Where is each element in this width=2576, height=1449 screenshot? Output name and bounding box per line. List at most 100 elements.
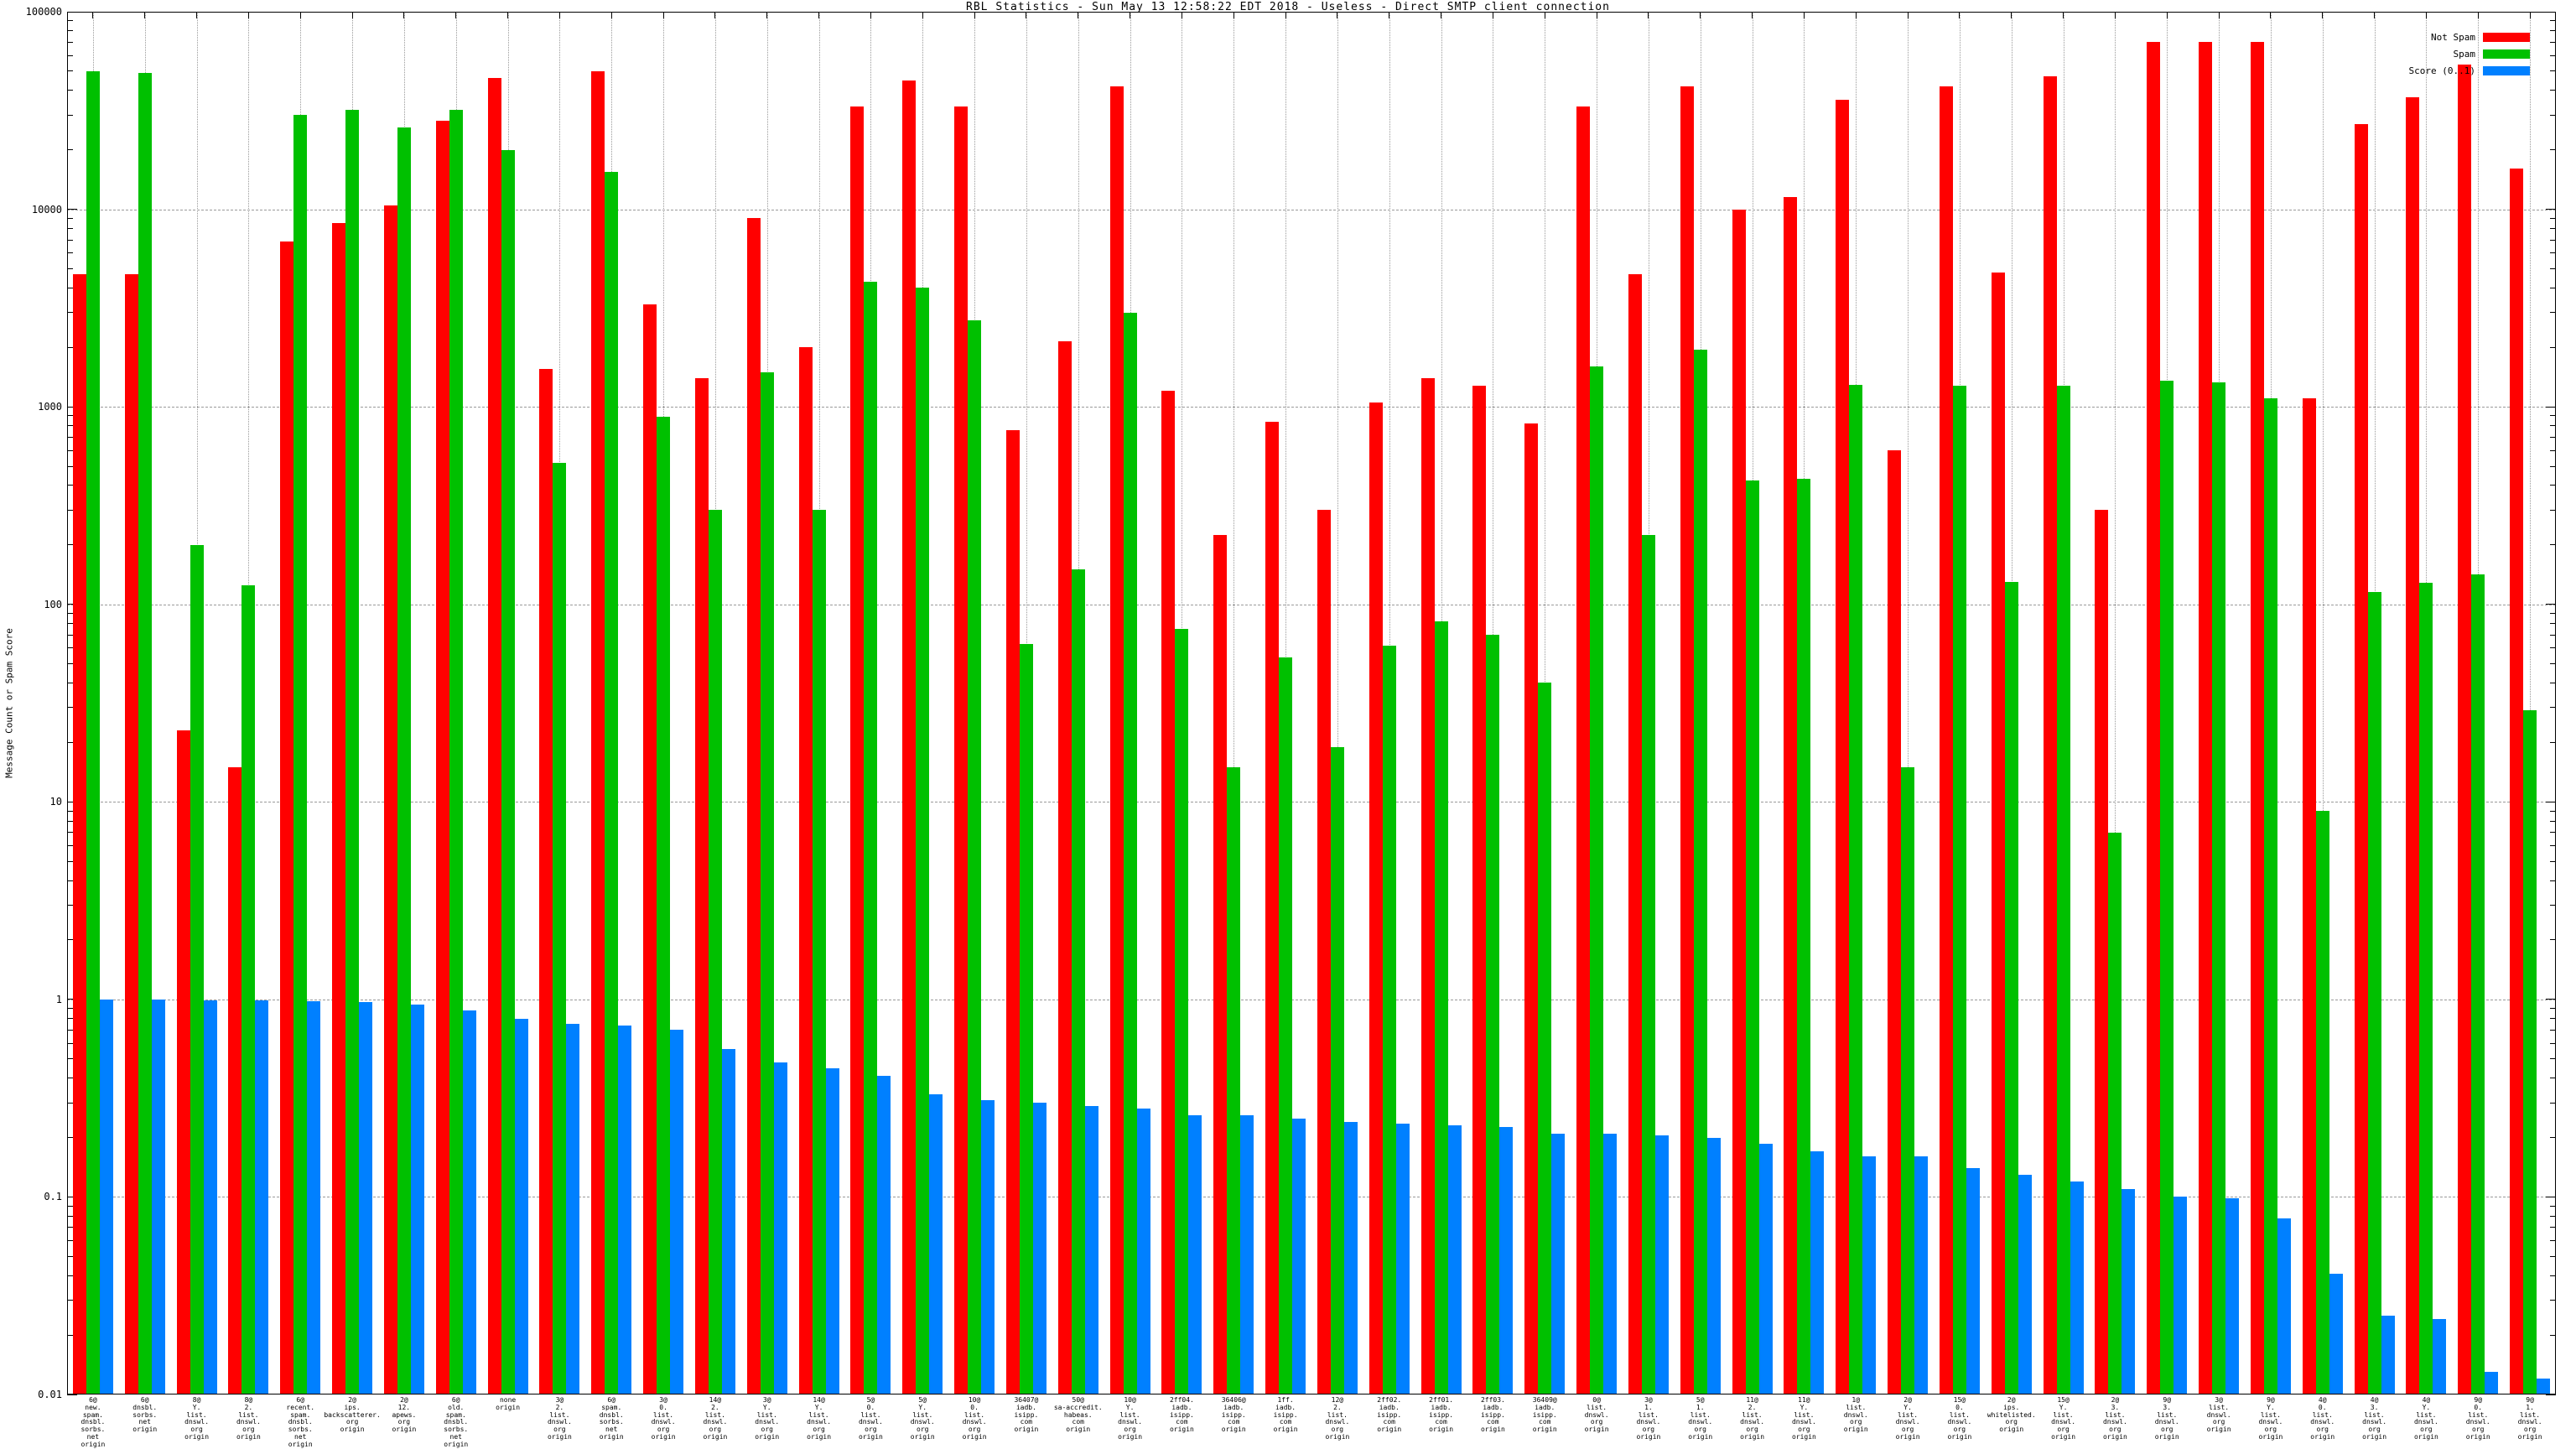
y-minor-tick — [67, 663, 73, 665]
y-minor-tick — [67, 1227, 73, 1228]
y-minor-tick — [2550, 227, 2556, 229]
x-tick-top — [403, 12, 405, 18]
not-spam-bar — [1784, 197, 1798, 1394]
y-minor-tick — [67, 1058, 73, 1060]
x-category-label: 50@ sa-accredit. habeas. com origin — [1053, 1396, 1103, 1434]
y-minor-tick — [2550, 90, 2556, 91]
y-minor-tick — [67, 904, 73, 906]
legend-swatch — [2483, 33, 2530, 42]
x-tick-top — [2374, 12, 2376, 18]
y-minor-tick — [2550, 449, 2556, 451]
not-spam-bar — [72, 273, 86, 1394]
y-minor-tick — [67, 415, 73, 417]
not-spam-bar — [1836, 99, 1850, 1394]
spam-bar — [2419, 583, 2433, 1394]
x-category-label: 15@ Y. list. dnswl. org origin — [2051, 1396, 2076, 1441]
score-bar — [1603, 1133, 1618, 1394]
score-bar — [1654, 1135, 1669, 1394]
score-bar — [410, 1005, 424, 1394]
score-bar — [825, 1067, 839, 1394]
y-minor-tick — [67, 1215, 73, 1217]
spam-bar — [1175, 629, 1189, 1394]
y-minor-tick — [67, 239, 73, 241]
y-minor-tick — [67, 939, 73, 941]
not-spam-bar — [1161, 391, 1176, 1394]
x-tick-top — [247, 12, 249, 18]
spam-bar — [2160, 380, 2174, 1394]
x-tick-top — [1752, 12, 1753, 18]
y-minor-tick — [2550, 707, 2556, 709]
x-tick-top — [144, 12, 146, 18]
score-bar — [1084, 1105, 1098, 1394]
x-tick-top — [1285, 12, 1286, 18]
y-tick-label: 10000 — [31, 203, 62, 216]
x-tick-top — [196, 12, 198, 18]
not-spam-bar — [228, 766, 242, 1394]
y-minor-tick — [67, 252, 73, 254]
y-minor-tick — [67, 509, 73, 511]
score-bar — [2122, 1188, 2136, 1394]
y-tick-label: 100000 — [25, 6, 62, 18]
legend-entry: Not Spam — [2220, 32, 2556, 43]
not-spam-bar — [1939, 86, 1953, 1394]
score-bar — [359, 1001, 373, 1394]
x-category-label: 5@ 1. list. dnswl. org origin — [1688, 1396, 1713, 1441]
score-bar — [1810, 1151, 1825, 1394]
score-bar — [1188, 1114, 1202, 1394]
x-category-label: 5@ 0. list. dnswl. org origin — [858, 1396, 883, 1441]
y-minor-tick — [67, 860, 73, 862]
y-minor-tick — [2550, 509, 2556, 511]
spam-bar — [657, 417, 671, 1394]
y-minor-tick — [67, 227, 73, 229]
spam-bar — [605, 171, 619, 1394]
score-bar — [2277, 1218, 2291, 1394]
spam-bar — [864, 281, 878, 1394]
x-tick-top — [714, 12, 716, 18]
x-category-label: 3@ 2. list. dnswl. org origin — [547, 1396, 572, 1441]
y-major-tick — [2546, 209, 2556, 210]
x-category-label: 2@ ips. whitelisted. org origin — [1987, 1396, 2036, 1434]
x-category-label: 4@ 3. list. dnswl. org origin — [2362, 1396, 2387, 1441]
x-tick-top — [92, 12, 94, 18]
not-spam-bar — [2199, 42, 2213, 1394]
x-category-label: 3@ 1. list. dnswl. org origin — [1636, 1396, 1661, 1441]
x-tick-top — [870, 12, 871, 18]
x-category-label: 5@ Y. list. dnswl. org origin — [910, 1396, 935, 1441]
x-category-label: 6@ spam. dnsbl. sorbs. net origin — [599, 1396, 624, 1441]
spam-bar — [345, 109, 360, 1394]
y-minor-tick — [67, 437, 73, 439]
score-bar — [1136, 1109, 1150, 1394]
y-major-tick — [67, 406, 77, 408]
y-minor-tick — [67, 465, 73, 467]
y-minor-tick — [67, 741, 73, 743]
x-category-label: 1@ list. dnswl. org origin — [1843, 1396, 1868, 1434]
x-tick-top — [1855, 12, 1857, 18]
y-major-tick — [67, 604, 77, 605]
x-category-label: 12@ 2. list. dnswl. org origin — [1325, 1396, 1350, 1441]
score-bar — [255, 1000, 269, 1394]
x-tick-top — [1907, 12, 1909, 18]
score-bar — [2485, 1372, 2499, 1394]
y-major-tick — [67, 999, 77, 1000]
score-bar — [2537, 1379, 2551, 1394]
y-minor-tick — [2550, 346, 2556, 348]
not-spam-bar — [1005, 430, 1020, 1394]
y-major-tick — [2546, 406, 2556, 408]
x-category-label: 9@ 1. list. dnswl. org origin — [2517, 1396, 2542, 1441]
score-bar — [1551, 1133, 1566, 1394]
score-bar — [1862, 1156, 1877, 1394]
spam-bar — [760, 371, 774, 1394]
y-minor-tick — [2550, 1018, 2556, 1020]
y-minor-tick — [2550, 41, 2556, 43]
not-spam-bar — [1680, 86, 1694, 1394]
not-spam-bar — [2354, 123, 2368, 1394]
not-spam-bar — [1317, 510, 1331, 1394]
spam-bar — [242, 584, 256, 1394]
spam-bar — [86, 70, 100, 1394]
not-spam-bar — [1057, 340, 1072, 1394]
spam-bar — [2315, 811, 2329, 1394]
spam-bar — [553, 463, 567, 1394]
y-minor-tick — [2550, 114, 2556, 116]
y-minor-tick — [67, 1240, 73, 1242]
legend-label: Spam — [2453, 49, 2476, 60]
